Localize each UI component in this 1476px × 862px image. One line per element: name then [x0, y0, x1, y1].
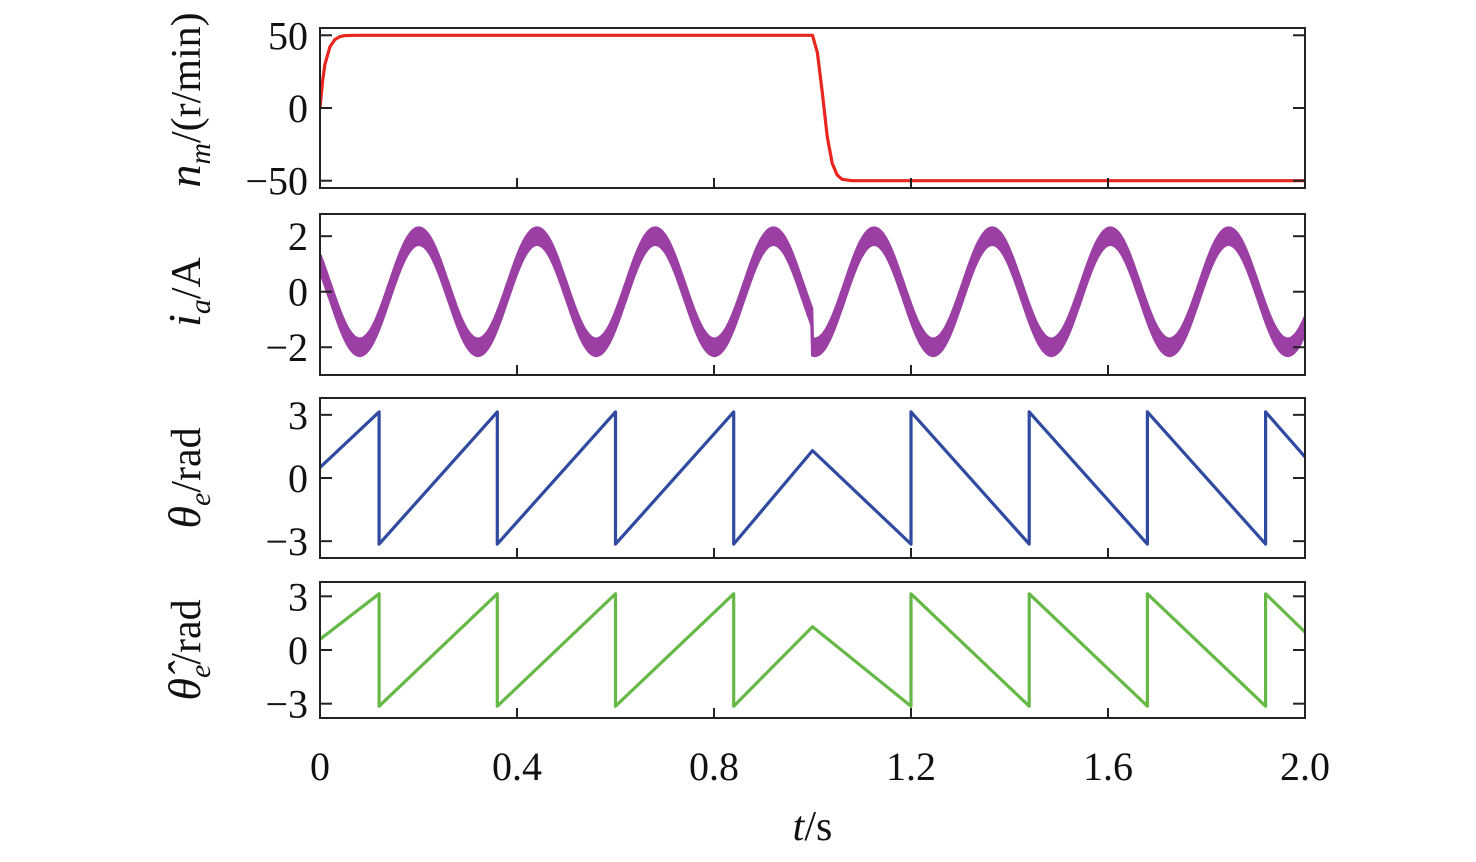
x-axis-title: t/s	[793, 804, 833, 850]
series-line-current	[320, 226, 1305, 358]
x-tick-label: 2.0	[1280, 744, 1330, 789]
y-tick-label: 2	[288, 214, 308, 259]
x-tick-label: 1.6	[1083, 744, 1133, 789]
series-line-theta	[320, 410, 1305, 546]
y-tick-label: 3	[288, 393, 308, 438]
y-tick-label: −2	[265, 325, 308, 370]
plot-frame	[319, 213, 1306, 376]
y-tick-label: 0	[288, 270, 308, 315]
y-axis-title: nm/(r/min)	[159, 12, 217, 187]
x-tick-label: 1.2	[886, 744, 936, 789]
y-axis-title: θ̂e/rad	[159, 599, 217, 700]
series-line-speed	[320, 33, 1305, 183]
series-line-theta-hat	[320, 592, 1305, 708]
y-tick-label: 3	[288, 574, 308, 619]
y-tick-label: −3	[265, 682, 308, 727]
panel-speed: 50 0 −50 nm/(r/min)	[159, 12, 1306, 204]
plot-frame	[319, 27, 1306, 189]
y-axis-title: ia/A	[159, 256, 217, 326]
y-tick-label: 0	[288, 456, 308, 501]
y-tick-label: −3	[265, 519, 308, 564]
panel-theta: 3 0 −3 θe/rad	[159, 393, 1306, 564]
x-tick-label: 0.8	[689, 744, 739, 789]
panel-current: 2 0 −2 ia/A	[159, 213, 1306, 376]
panel-theta-hat: 3 0 −3 θ̂e/rad	[159, 574, 1306, 727]
x-tick-label: 0.4	[492, 744, 542, 789]
y-tick-label: −50	[245, 159, 308, 204]
x-tick-label: 0	[310, 744, 330, 789]
y-tick-label: 0	[288, 628, 308, 673]
y-tick-label: 50	[268, 13, 308, 58]
y-axis-title: θe/rad	[159, 427, 217, 528]
y-tick-label: 0	[288, 86, 308, 131]
